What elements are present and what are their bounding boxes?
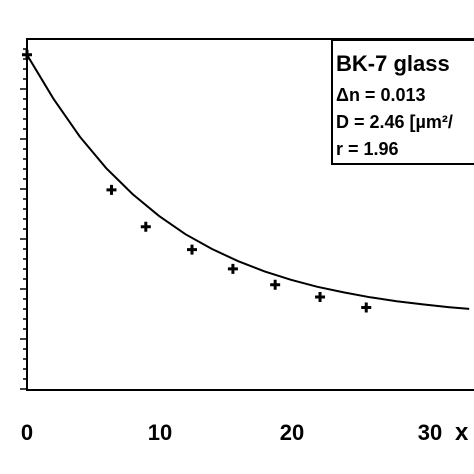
x-tick-label: 10 bbox=[148, 420, 172, 445]
data-point bbox=[361, 302, 372, 313]
x-tick-label: 30 bbox=[418, 420, 442, 445]
data-point bbox=[315, 291, 326, 302]
x-tick-label: 20 bbox=[280, 420, 304, 445]
legend-line: D = 2.46 [µm²/ bbox=[336, 112, 453, 132]
data-point bbox=[270, 279, 281, 290]
legend-box: BK-7 glass Δn = 0.013 D = 2.46 [µm²/ r =… bbox=[331, 39, 474, 165]
x-axis-label: x bbox=[455, 419, 469, 446]
data-point bbox=[140, 221, 151, 232]
legend-line: Δn = 0.013 bbox=[336, 85, 426, 105]
x-tick-label: 0 bbox=[21, 420, 33, 445]
fit-curve bbox=[26, 54, 470, 310]
data-point bbox=[227, 263, 238, 274]
data-point bbox=[187, 244, 197, 255]
legend-frame bbox=[331, 39, 474, 165]
legend-title: BK-7 glass bbox=[336, 51, 450, 76]
data-point bbox=[106, 184, 117, 195]
x-tick-labels: 0 10 20 30 bbox=[21, 420, 442, 445]
legend-line: r = 1.96 bbox=[336, 139, 399, 159]
plot-frame bbox=[26, 38, 474, 391]
